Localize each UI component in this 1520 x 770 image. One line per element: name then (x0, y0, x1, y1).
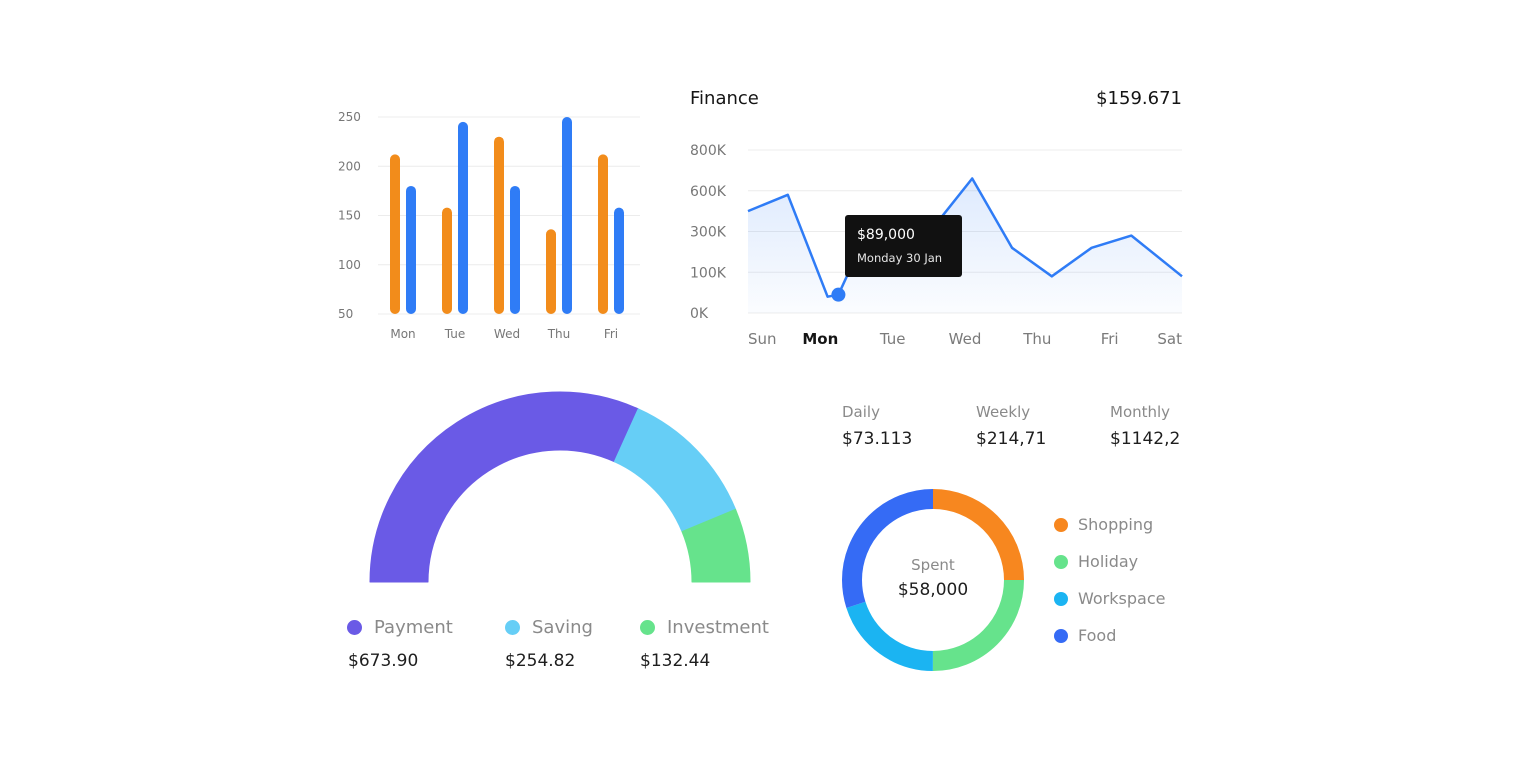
x-tick-label: Tue (444, 327, 466, 341)
legend-shopping: Shopping (1054, 515, 1153, 534)
finance-line-chart: 800K 600K 300K 100K 0K Sun Mon Tue Wed Thu Fri Sat (690, 143, 1183, 348)
bar-tue (458, 121, 468, 314)
payment-value: $673.90 (348, 651, 419, 671)
bar-tue (442, 207, 452, 314)
bar-mon (390, 154, 400, 314)
legend-label: Investment (667, 617, 769, 638)
finance-title: Finance (690, 88, 759, 109)
bar-mon (406, 185, 416, 314)
y-tick-label: 150 (338, 209, 361, 223)
stat-label: Weekly (976, 403, 1031, 421)
bar-wed (494, 136, 504, 314)
stat-value: $214,71 (976, 429, 1047, 449)
finance-total: $159.671 (1096, 88, 1182, 109)
legend-label: Workspace (1078, 589, 1166, 608)
bar-thu (546, 229, 556, 314)
weekly-bar-chart: 250 200 150 100 50 Mon Tue Wed Thu Fri (338, 110, 640, 341)
stat-label: Daily (842, 403, 880, 421)
bar-thu (562, 117, 572, 314)
x-tick-label: Thu (1022, 330, 1051, 348)
bar-fri (598, 154, 608, 314)
gauge-segment-payment (369, 391, 639, 583)
tooltip-date: Monday 30 Jan (857, 251, 943, 265)
legend-payment: Payment (347, 617, 453, 638)
legend-label: Shopping (1078, 515, 1154, 534)
stat-value: $1142,2 (1110, 429, 1181, 449)
legend-dot (1054, 517, 1068, 532)
y-tick-label: 0K (690, 306, 709, 322)
y-tick-label: 200 (338, 159, 361, 173)
stat-weekly: Weekly $214,71 (976, 403, 1046, 449)
chart-tooltip: $89,000 Monday 30 Jan (845, 215, 962, 277)
legend-saving: Saving (505, 617, 593, 638)
legend-label: Saving (532, 617, 593, 638)
donut-center: Spent $58,000 (873, 556, 993, 600)
legend-label: Food (1078, 626, 1117, 645)
legend-dot (1054, 628, 1068, 643)
x-tick-label: Mon (802, 330, 838, 348)
bar-wed (510, 185, 520, 314)
x-tick-label: Fri (604, 327, 618, 341)
stat-monthly: Monthly $1142,2 (1110, 403, 1180, 449)
stat-label: Monthly (1110, 403, 1171, 421)
highlight-point (831, 287, 846, 302)
y-tick-label: 250 (338, 110, 361, 124)
y-tick-label: 600K (690, 184, 727, 200)
gauge-segment-saving (613, 408, 737, 533)
legend-label: Holiday (1078, 552, 1139, 571)
legend-dot (347, 620, 362, 635)
investment-value: $132.44 (640, 651, 711, 671)
legend-workspace: Workspace (1054, 589, 1165, 608)
legend-dot (1054, 591, 1068, 606)
donut-segment-food (842, 489, 1024, 671)
x-tick-label: Wed (949, 330, 982, 348)
y-tick-label: 300K (690, 225, 727, 241)
x-tick-label: Thu (547, 327, 571, 341)
x-tick-label: Mon (390, 327, 415, 341)
donut-segment-holiday (842, 489, 1024, 671)
legend-food: Food (1054, 626, 1116, 645)
legend-dot (1054, 554, 1068, 569)
saving-value: $254.82 (505, 651, 576, 671)
stat-value: $73.113 (842, 429, 913, 449)
x-tick-label: Sat (1157, 330, 1182, 348)
y-tick-label: 50 (338, 307, 353, 321)
donut-center-value: $58,000 (897, 580, 969, 600)
legend-dot (640, 620, 655, 635)
x-tick-label: Sun (748, 330, 777, 348)
gauge-segment-investment (681, 508, 751, 583)
x-tick-label: Wed (494, 327, 520, 341)
legend-investment: Investment (640, 617, 769, 638)
y-tick-label: 100K (690, 265, 727, 281)
area-fill (748, 178, 1182, 313)
bar-fri (614, 207, 624, 314)
x-tick-label: Fri (1101, 330, 1119, 348)
legend-dot (505, 620, 520, 635)
legend-holiday: Holiday (1054, 552, 1138, 571)
tooltip-value: $89,000 (857, 227, 915, 243)
stat-daily: Daily $73.113 (842, 403, 912, 449)
y-tick-label: 100 (338, 258, 361, 272)
semi-donut-chart (369, 391, 751, 583)
donut-center-label: Spent (911, 556, 955, 574)
y-tick-label: 800K (690, 143, 727, 159)
x-tick-label: Tue (879, 330, 906, 348)
spent-donut-chart (842, 489, 1024, 671)
legend-label: Payment (374, 617, 453, 638)
